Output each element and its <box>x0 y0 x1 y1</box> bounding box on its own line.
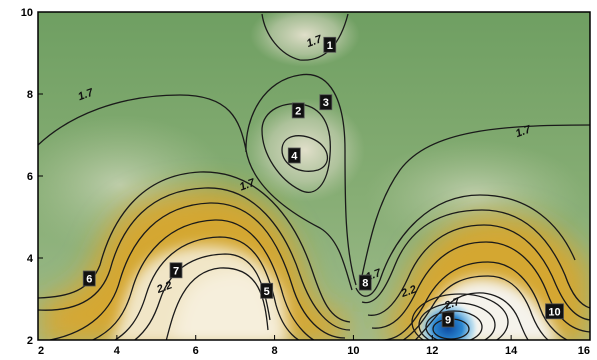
marker-box <box>260 282 274 299</box>
contour-label: 2.2 <box>154 279 173 296</box>
contour-label: 2.2 <box>399 283 418 300</box>
marker-box <box>169 262 183 279</box>
contour-line <box>165 267 269 340</box>
contour-line <box>359 124 590 286</box>
contour-line <box>91 219 316 340</box>
data-marker-5: 5 <box>260 282 274 299</box>
data-marker-7: 7 <box>169 262 183 279</box>
contour-line <box>281 135 329 172</box>
contour-line <box>49 202 346 340</box>
x-tick-label: 14 <box>505 345 518 357</box>
y-tick-label: 6 <box>27 171 33 183</box>
contour-line <box>261 13 349 61</box>
contour-line <box>38 94 353 291</box>
contour-line <box>418 302 496 340</box>
y-tick-label: 8 <box>27 89 33 101</box>
data-markers: 1 2 3 4 5 6 7 8 9 10 <box>82 36 564 328</box>
marker-label: 10 <box>548 306 560 318</box>
marker-box <box>323 36 337 53</box>
contour-fill <box>38 12 590 340</box>
marker-box <box>358 274 372 291</box>
data-marker-2: 2 <box>291 102 305 119</box>
x-tick-label: 4 <box>114 345 121 357</box>
contour-line <box>402 275 550 340</box>
contour-line <box>425 310 483 340</box>
marker-box <box>319 94 333 111</box>
contour-line <box>378 261 569 340</box>
contour-label: 1.7 <box>305 33 324 50</box>
data-marker-8: 8 <box>358 274 372 291</box>
contour-line <box>113 236 300 340</box>
marker-box <box>291 102 305 119</box>
marker-label: 6 <box>86 274 92 286</box>
contour-line <box>261 103 331 193</box>
contour-line <box>411 293 509 340</box>
marker-label: 5 <box>264 286 270 298</box>
x-tick-label: 2 <box>38 345 44 357</box>
contour-label: 1.7 <box>76 86 95 103</box>
contour-line <box>367 224 590 321</box>
y-tick-label: 2 <box>27 335 33 347</box>
marker-box <box>287 147 301 164</box>
marker-label: 4 <box>291 151 298 163</box>
marker-label: 3 <box>323 97 329 109</box>
marker-box <box>441 311 455 328</box>
marker-label: 2 <box>295 105 301 117</box>
data-marker-4: 4 <box>287 147 301 164</box>
y-tick-label: 4 <box>27 253 34 265</box>
marker-label: 9 <box>445 315 451 327</box>
data-marker-6: 6 <box>82 270 96 287</box>
x-tick-label: 8 <box>272 345 278 357</box>
contour-line <box>361 209 590 309</box>
marker-box <box>82 270 96 287</box>
contour-label: 2.7 <box>442 295 462 312</box>
x-tick-label: 10 <box>347 345 359 357</box>
data-marker-10: 10 <box>545 303 564 320</box>
contour-label: 1.7 <box>238 177 257 194</box>
contour-line <box>133 253 271 340</box>
data-marker-1: 1 <box>323 36 337 53</box>
marker-label: 1 <box>327 40 333 52</box>
contour-line <box>414 292 529 340</box>
data-marker-9: 9 <box>441 311 455 328</box>
marker-label: 8 <box>362 278 368 290</box>
contour-line <box>355 194 576 297</box>
contour-labels: 1.71.71.71.71.72.2 2.22.7 <box>76 33 533 313</box>
marker-label: 7 <box>173 265 179 277</box>
contour-line <box>38 187 351 331</box>
marker-box <box>545 303 564 320</box>
x-tick-label: 12 <box>426 345 438 357</box>
contour-line <box>245 73 357 286</box>
data-marker-3: 3 <box>319 94 333 111</box>
contour-label: 1.7 <box>514 123 533 140</box>
x-tick-label: 16 <box>578 345 590 357</box>
x-tick-label: 6 <box>193 345 199 357</box>
y-tick-label: 10 <box>21 7 33 19</box>
